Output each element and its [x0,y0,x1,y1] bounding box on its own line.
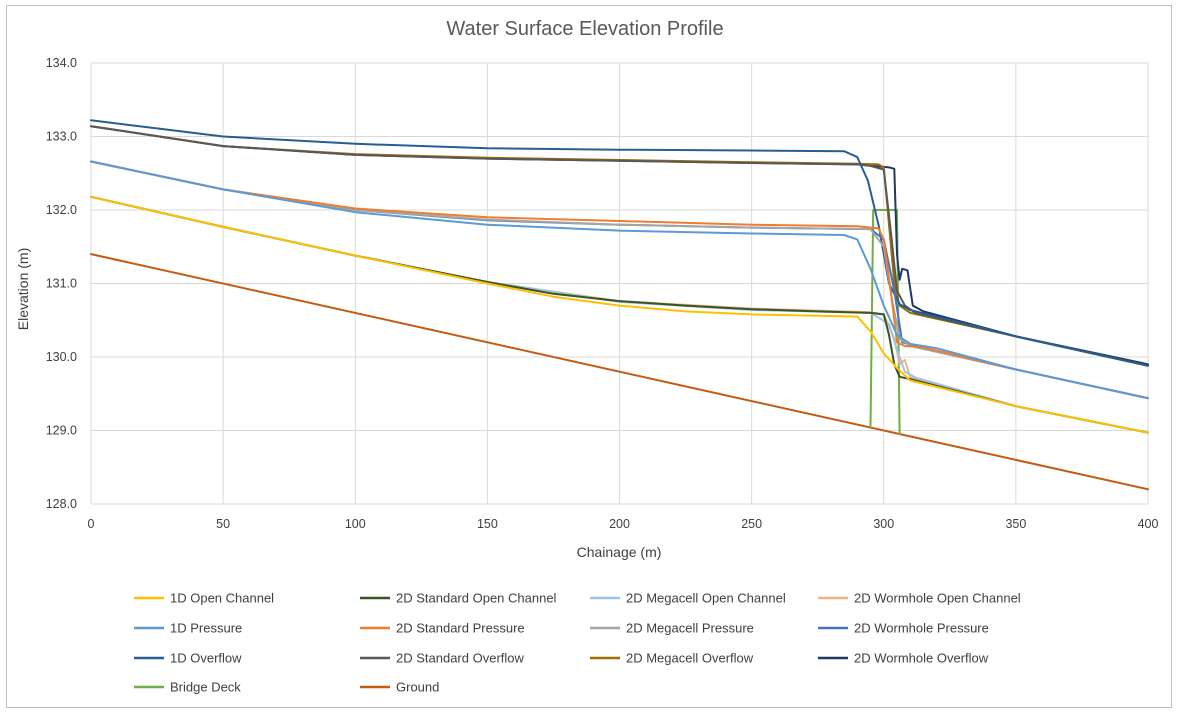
x-tick-label: 50 [216,517,230,531]
series-line-0 [90,195,1149,434]
series-line-5 [90,160,1149,400]
chart-svg: Water Surface Elevation Profile 128.0 129… [15,18,1159,695]
y-tick-label: 128.0 [46,497,77,511]
legend-label: 2D Megacell Overflow [626,651,754,666]
tick-layer: 128.0 129.0 130.0 131.0 132.0 133.0 134.0 0 50 10… [46,56,1159,531]
y-tick-label: 130.0 [46,350,77,364]
series-line-4 [90,160,1149,400]
legend-item-1: 2D Standard Open Channel [360,591,557,606]
legend-item-8: 1D Overflow [134,651,242,666]
chart-frame: Water Surface Elevation Profile 128.0 129… [6,5,1172,708]
legend-label: 2D Standard Pressure [396,621,525,636]
y-tick-label: 133.0 [46,130,77,144]
x-tick-label: 250 [741,517,762,531]
y-axis-title: Elevation (m) [15,248,31,330]
legend: 1D Open Channel 2D Standard Open Channel 2… [134,591,1021,695]
x-axis-title: Chainage (m) [577,544,662,560]
x-tick-label: 400 [1138,517,1159,531]
legend-item-4: 1D Pressure [134,621,242,636]
legend-label: 1D Open Channel [170,591,274,606]
legend-item-0: 1D Open Channel [134,591,274,606]
legend-label: 2D Wormhole Pressure [854,621,989,636]
legend-label: 2D Wormhole Overflow [854,651,989,666]
legend-label: 1D Overflow [170,651,242,666]
series-layer [90,119,1149,491]
legend-item-13: Ground [360,680,439,695]
y-tick-label: 131.0 [46,277,77,291]
y-tick-label: 134.0 [46,56,77,70]
legend-label: Bridge Deck [170,680,241,695]
legend-label: 2D Wormhole Open Channel [854,591,1021,606]
x-tick-label: 0 [88,517,95,531]
legend-item-9: 2D Standard Overflow [360,651,525,666]
legend-item-10: 2D Megacell Overflow [590,651,754,666]
x-tick-label: 200 [609,517,630,531]
x-tick-label: 150 [477,517,498,531]
y-tick-label: 132.0 [46,203,77,217]
x-tick-label: 100 [345,517,366,531]
legend-label: 2D Megacell Pressure [626,621,754,636]
series-line-13 [90,253,1149,491]
legend-item-7: 2D Wormhole Pressure [818,621,989,636]
legend-item-6: 2D Megacell Pressure [590,621,754,636]
chart-title: Water Surface Elevation Profile [446,18,723,40]
legend-item-5: 2D Standard Pressure [360,621,525,636]
legend-label: 2D Standard Overflow [396,651,525,666]
legend-item-12: Bridge Deck [134,680,241,695]
x-tick-label: 350 [1005,517,1026,531]
legend-label: 2D Megacell Open Channel [626,591,786,606]
x-tick-label: 300 [873,517,894,531]
grid-layer [90,62,1149,505]
series-line-8 [90,119,1149,367]
y-tick-label: 129.0 [46,424,77,438]
legend-item-2: 2D Megacell Open Channel [590,591,786,606]
legend-label: 1D Pressure [170,621,242,636]
legend-label: Ground [396,680,439,695]
legend-item-11: 2D Wormhole Overflow [818,651,989,666]
legend-label: 2D Standard Open Channel [396,591,557,606]
legend-item-3: 2D Wormhole Open Channel [818,591,1021,606]
